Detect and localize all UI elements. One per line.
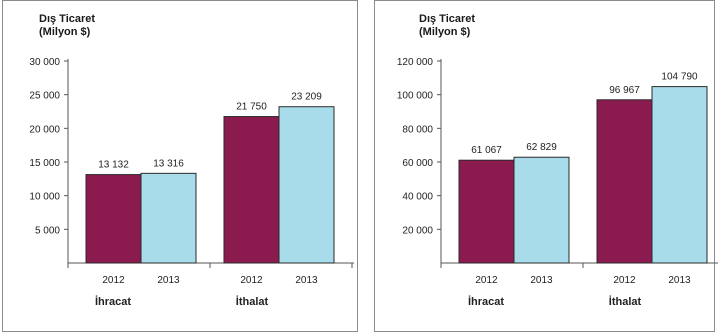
chart-canvas-left: 5 000 10 000 15 000 20 000 25 000 30 000 13 13… bbox=[29, 57, 354, 308]
x-tick-label: 2013 bbox=[530, 275, 553, 286]
bar bbox=[278, 106, 335, 264]
bar bbox=[140, 172, 197, 264]
y-tick-label: 10 000 bbox=[29, 192, 60, 203]
chart-panel-left: Dış Ticaret (Milyon $) 5 000 10 000 15 000… bbox=[2, 0, 358, 332]
y-tick-label: 120 000 bbox=[397, 57, 434, 68]
bar bbox=[223, 116, 280, 264]
chart-unit-label: (Milyon $) bbox=[419, 26, 471, 38]
y-tick-label: 5 000 bbox=[35, 225, 60, 236]
y-tick-label: 20 000 bbox=[402, 225, 433, 236]
x-tick-label: 2013 bbox=[157, 275, 180, 286]
data-label: 13 132 bbox=[98, 160, 129, 171]
chart-unit-label: (Milyon $) bbox=[39, 26, 91, 38]
data-label: 13 316 bbox=[153, 158, 184, 169]
group-label: İthalat bbox=[236, 295, 269, 308]
y-tick-label: 30 000 bbox=[29, 57, 60, 68]
y-tick-label: 80 000 bbox=[402, 124, 433, 135]
y-tick-label: 20 000 bbox=[29, 124, 60, 135]
data-label: 21 750 bbox=[236, 102, 267, 113]
y-tick-label: 25 000 bbox=[29, 91, 60, 102]
chart-panel-right: Dış Ticaret (Milyon $) 20 000 40 000 60 00… bbox=[374, 0, 718, 332]
data-label: 104 790 bbox=[661, 72, 698, 83]
data-label: 62 829 bbox=[526, 142, 557, 153]
y-tick-label: 15 000 bbox=[29, 158, 60, 169]
y-tick-label: 60 000 bbox=[402, 158, 433, 169]
bar bbox=[458, 159, 515, 264]
x-tick-label: 2012 bbox=[240, 275, 263, 286]
group-label: İthalat bbox=[609, 295, 642, 308]
y-tick-label: 100 000 bbox=[397, 91, 434, 102]
y-tick-label: 40 000 bbox=[402, 192, 433, 203]
data-label: 61 067 bbox=[471, 145, 502, 156]
data-label: 96 967 bbox=[609, 85, 640, 96]
group-label: İhracat bbox=[468, 295, 504, 308]
chart-canvas-right: 20 000 40 000 60 000 80 000 100 000 120 000 61… bbox=[397, 57, 718, 308]
x-tick-label: 2013 bbox=[295, 275, 318, 286]
data-label: 23 209 bbox=[291, 92, 322, 103]
bar bbox=[513, 156, 570, 264]
bar bbox=[651, 86, 708, 264]
x-tick-label: 2013 bbox=[668, 275, 691, 286]
chart-title: Dış Ticaret bbox=[419, 13, 476, 25]
bar bbox=[85, 174, 142, 264]
chart-title: Dış Ticaret bbox=[39, 13, 96, 25]
group-label: İhracat bbox=[95, 295, 131, 308]
bar bbox=[596, 99, 653, 264]
x-tick-label: 2012 bbox=[102, 275, 125, 286]
x-tick-label: 2012 bbox=[475, 275, 498, 286]
x-tick-label: 2012 bbox=[613, 275, 636, 286]
